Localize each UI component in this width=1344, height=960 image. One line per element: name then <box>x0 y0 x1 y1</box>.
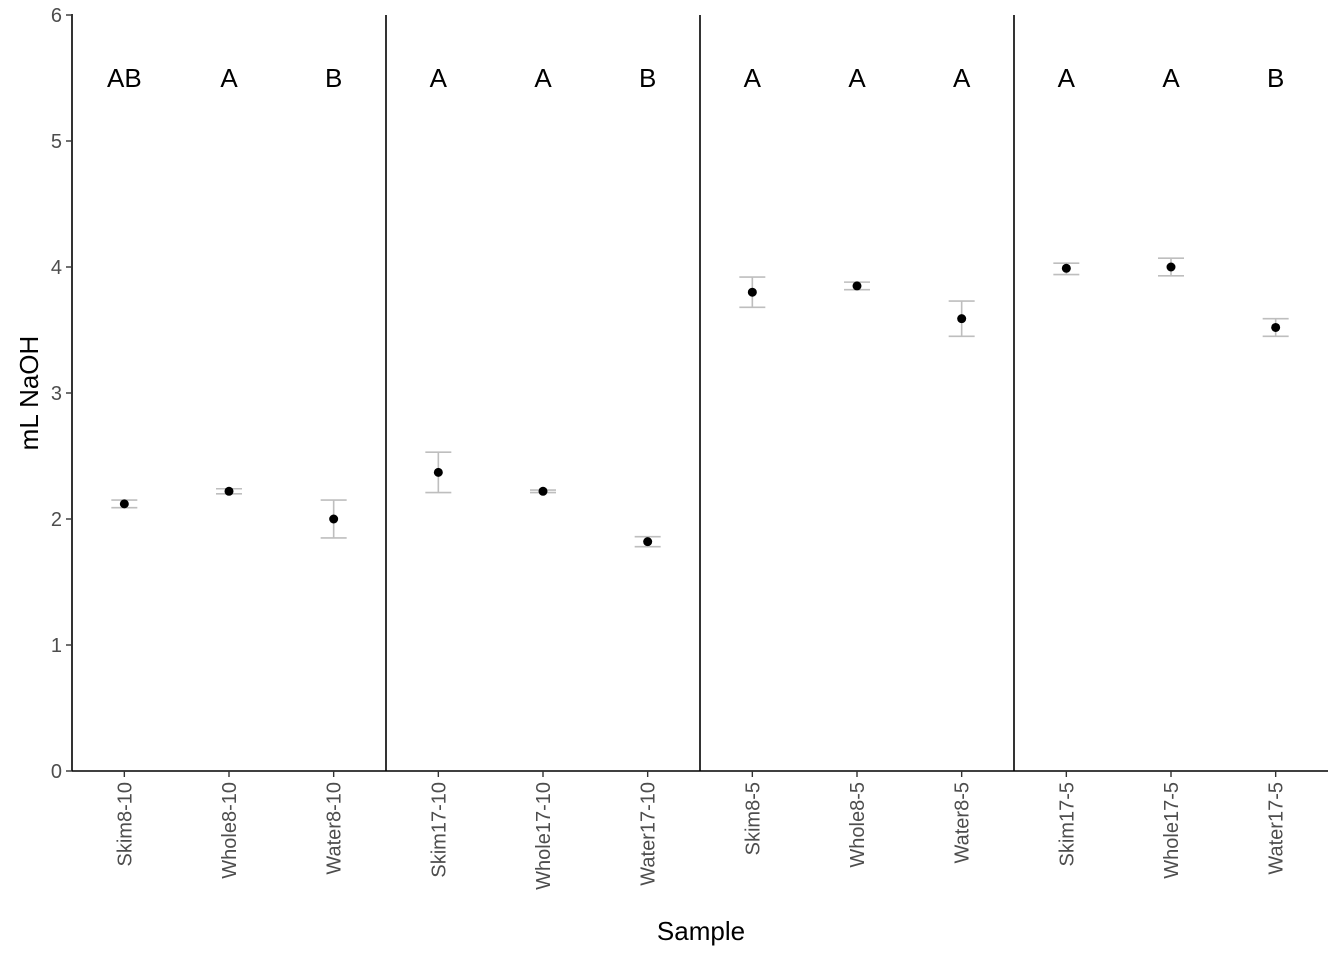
data-points <box>119 262 1281 547</box>
significance-letters: AB A B A A B A A A A A B <box>107 63 1284 93</box>
significance-letter: A <box>220 63 238 93</box>
x-tick-label: Water17-5 <box>1266 782 1288 875</box>
data-point <box>852 281 862 291</box>
data-point <box>329 514 339 524</box>
data-point <box>433 467 443 477</box>
data-point <box>747 287 757 297</box>
x-tick-label: Skim8-10 <box>114 782 136 866</box>
x-tick-label: Whole17-10 <box>533 782 555 890</box>
group-dividers <box>385 15 1015 771</box>
y-axis-title: mL NaOH <box>14 336 44 451</box>
y-tick-label: 6 <box>51 5 62 27</box>
y-tick-label: 2 <box>51 509 62 531</box>
data-point <box>643 537 653 547</box>
significance-letter: A <box>534 63 552 93</box>
x-tick-label: Skim17-5 <box>1056 782 1078 866</box>
significance-letter: B <box>639 63 656 93</box>
x-tick-label: Skim8-5 <box>742 782 764 855</box>
significance-letter: A <box>1058 63 1076 93</box>
x-tick-label: Whole8-5 <box>847 782 869 868</box>
x-tick-label: Whole8-10 <box>219 782 241 879</box>
y-axis-ticks: 0 1 2 3 4 5 6 <box>51 5 72 783</box>
data-point <box>224 486 234 496</box>
significance-letter: A <box>1162 63 1180 93</box>
data-point <box>538 486 548 496</box>
x-tick-label: Whole17-5 <box>1161 782 1183 879</box>
y-tick-label: 4 <box>51 257 62 279</box>
x-tick-label: Water8-10 <box>324 782 346 875</box>
data-point <box>1166 262 1176 272</box>
y-tick-label: 3 <box>51 383 62 405</box>
y-tick-label: 1 <box>51 635 62 657</box>
data-point <box>1271 322 1281 332</box>
significance-letter: B <box>1267 63 1284 93</box>
data-point <box>1061 263 1071 273</box>
significance-letter: AB <box>107 63 142 93</box>
significance-letter: A <box>744 63 762 93</box>
significance-letter: A <box>430 63 448 93</box>
x-axis-ticks: Skim8-10 Whole8-10 Water8-10 Skim17-10 Whole… <box>114 771 1288 890</box>
x-axis-title: Sample <box>657 916 745 946</box>
y-tick-label: 0 <box>51 761 62 783</box>
x-tick-label: Water8-5 <box>952 782 974 864</box>
significance-letter: B <box>325 63 342 93</box>
data-point <box>957 314 967 324</box>
data-point <box>119 499 129 509</box>
x-tick-label: Water17-10 <box>638 782 660 886</box>
significance-letter: A <box>953 63 971 93</box>
x-tick-label: Skim17-10 <box>428 782 450 878</box>
significance-letter: A <box>848 63 866 93</box>
y-tick-label: 5 <box>51 131 62 153</box>
